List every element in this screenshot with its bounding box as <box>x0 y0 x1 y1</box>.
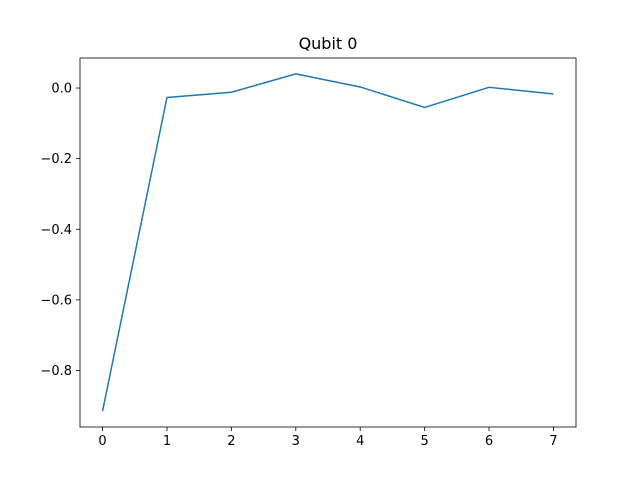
y-tick-label: −0.6 <box>40 293 72 308</box>
series-line <box>101 73 554 412</box>
y-tick-label: 0.0 <box>51 82 72 97</box>
plot-area: 0 1 2 3 4 5 6 7 0.0 −0.2 −0.4 −0.6 −0.8 <box>40 57 577 449</box>
x-tick-label: 4 <box>356 434 364 449</box>
x-tick-label: 1 <box>163 434 171 449</box>
y-tick-label: −0.2 <box>40 152 72 167</box>
x-tick-label: 0 <box>98 434 106 449</box>
x-tick-label: 7 <box>549 434 557 449</box>
x-tick-label: 6 <box>485 434 493 449</box>
chart-title: Qubit 0 <box>299 34 358 53</box>
y-tick-label: −0.8 <box>40 364 72 379</box>
axes-frame <box>79 57 577 428</box>
x-tick-label: 3 <box>292 434 300 449</box>
y-tick-label: −0.4 <box>40 223 72 238</box>
x-tick-label: 2 <box>227 434 235 449</box>
x-tick-label: 5 <box>420 434 428 449</box>
